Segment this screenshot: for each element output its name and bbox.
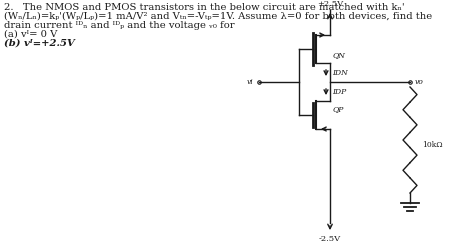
- Text: vo: vo: [415, 78, 424, 86]
- Text: -2.5V: -2.5V: [319, 235, 341, 243]
- Text: QP: QP: [333, 105, 345, 113]
- Text: (b) vᴵ=+2.5V: (b) vᴵ=+2.5V: [4, 39, 75, 48]
- Text: drain current ᴵᴰₙ and ᴵᴰₚ and the voltage ᵥ₀ for: drain current ᴵᴰₙ and ᴵᴰₚ and the voltag…: [4, 21, 235, 30]
- Text: 10kΩ: 10kΩ: [422, 141, 443, 149]
- Text: QN: QN: [333, 51, 346, 59]
- Text: 2.   The NMOS and PMOS transistors in the below circuit are matched with kₙ': 2. The NMOS and PMOS transistors in the …: [4, 3, 405, 12]
- Text: vi: vi: [246, 78, 253, 86]
- Text: IDN: IDN: [332, 69, 348, 77]
- Text: +2.5V: +2.5V: [317, 0, 343, 8]
- Text: (Wₙ/Lₙ)=kₚ'(Wₚ/Lₚ)=1 mA/V² and Vₜₙ=-Vₜₚ=1V. Assume λ=0 for both devices, find th: (Wₙ/Lₙ)=kₚ'(Wₚ/Lₚ)=1 mA/V² and Vₜₙ=-Vₜₚ=…: [4, 12, 432, 21]
- Text: IDP: IDP: [332, 88, 346, 96]
- Text: (a) vᴵ= 0 V: (a) vᴵ= 0 V: [4, 30, 57, 39]
